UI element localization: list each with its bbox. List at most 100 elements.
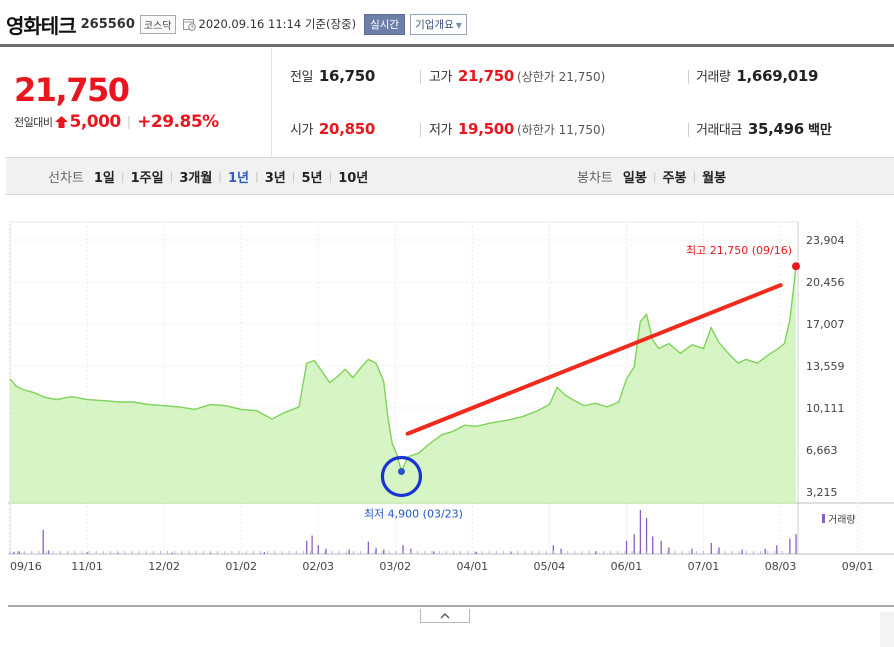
tab-1d[interactable]: 1일 [93,170,115,186]
volume-bar [460,551,461,554]
y-tick-label: 10,111 [806,402,845,415]
company-overview-dropdown[interactable]: 기업개요 ▼ [410,13,467,35]
volume-bar [152,551,154,554]
volume-bar [588,551,590,554]
x-tick-label: 09/16 [10,560,42,573]
stock-title-bar: 영화테크 265560 코스닥 2020.09.16 11:14 기준(장중) … [6,8,894,40]
tab-5y[interactable]: 5년 [301,170,323,186]
y-tick-label: 20,456 [806,276,845,289]
volume-bar [524,551,526,554]
volume-bar [306,540,308,554]
volume-bar [171,552,173,554]
volume: 거래량 1,669,019 [696,67,819,85]
volume-bar [375,547,377,554]
tab-1w[interactable]: 1주일 [130,170,164,186]
x-tick-label: 02/03 [302,560,334,573]
volume-bar [424,551,426,554]
scrollbar-track[interactable] [880,612,894,647]
highlight-circle [380,455,423,498]
volume-bar [674,551,676,554]
volume-bar [324,551,326,554]
volume-bar [795,534,797,554]
tab-monthly[interactable]: 월봉 [702,170,727,186]
max-annotation: 최고 21,750 (09/16) [686,244,792,257]
volume-bar [717,551,719,554]
max-point-marker [792,262,800,271]
volume-bar [374,551,376,554]
volume-bar [475,551,477,554]
volume-bars: 거래량 [10,510,856,554]
volume-bar [781,551,783,554]
tab-weekly[interactable]: 주봉 [662,170,687,186]
volume-bar [517,551,519,554]
divider [420,123,421,137]
volume-bar [710,543,712,554]
volume-bar [718,547,720,554]
tab-daily[interactable]: 일봉 [622,170,647,186]
volume-legend-swatch [822,514,825,523]
x-tick-label: 09/01 [842,560,874,573]
volume-bar [18,551,20,554]
min-annotation: 최저 4,900 (03/23) [364,507,463,520]
tab-3y[interactable]: 3년 [264,170,286,186]
volume-bar [560,551,561,554]
volume-bar [631,551,633,554]
divider [688,123,689,137]
up-arrow-icon [55,116,69,128]
volume-bar [281,551,283,554]
x-tick-label: 03/02 [379,560,411,573]
change-row: 전일대비 5,000 | +29.85% [14,112,219,132]
volume-bar [383,549,385,554]
y-tick-label: 23,904 [806,234,845,247]
volume-bar [117,551,118,554]
volume-bar [145,551,147,554]
volume-bar [367,551,369,554]
volume-bar [760,551,762,554]
volume-bar [88,551,90,554]
volume-bar [210,551,211,554]
volume-bar [653,551,654,554]
volume-bar [453,551,454,554]
price-info-panel: 21,750 전일대비 5,000 | +29.85% 전일 16,750 고가 2… [6,48,894,156]
volume-bar [402,545,404,554]
tab-1y[interactable]: 1년 [228,170,250,186]
volume-bar [625,540,628,554]
volume-bar [310,551,311,554]
volume-bar [660,540,662,554]
line-chart-title: 선차트 [48,170,84,186]
volume-bar [624,551,626,554]
volume-bar [95,551,97,554]
volume-bar [202,551,204,554]
volume-bar [710,551,712,554]
collapse-chart-button[interactable] [420,609,470,623]
prev-close: 전일 16,750 [290,67,376,85]
change-separator: | [126,114,132,130]
market-badge: 코스닥 [139,14,176,34]
volume-bar [360,551,361,554]
volume-bar [731,551,733,554]
volume-bar [474,551,476,554]
volume-bar [238,551,240,554]
volume-bar [81,551,83,554]
volume-bar [267,551,269,554]
volume-bar [610,551,612,554]
y-tick-label: 17,007 [806,318,845,331]
volume-bar [741,549,743,554]
volume-bar [776,545,778,554]
volume-bar [567,551,569,554]
caret-down-icon: ▼ [455,20,462,30]
volume-bar [367,541,370,554]
volume-bar [317,545,319,554]
volume-bar [581,551,583,554]
volume-bar [531,551,533,554]
stock-name: 영화테크 [6,13,77,38]
drawn-trend-line [405,283,783,436]
volume-bar [695,551,697,554]
volume-bar [764,548,766,554]
price-area-fill [10,266,796,504]
tab-10y[interactable]: 10년 [338,170,369,186]
volume-bar [438,551,440,554]
realtime-button[interactable]: 실시간 [364,13,406,35]
tab-3m[interactable]: 3개월 [179,170,213,186]
volume-legend-label: 거래량 [828,514,856,526]
